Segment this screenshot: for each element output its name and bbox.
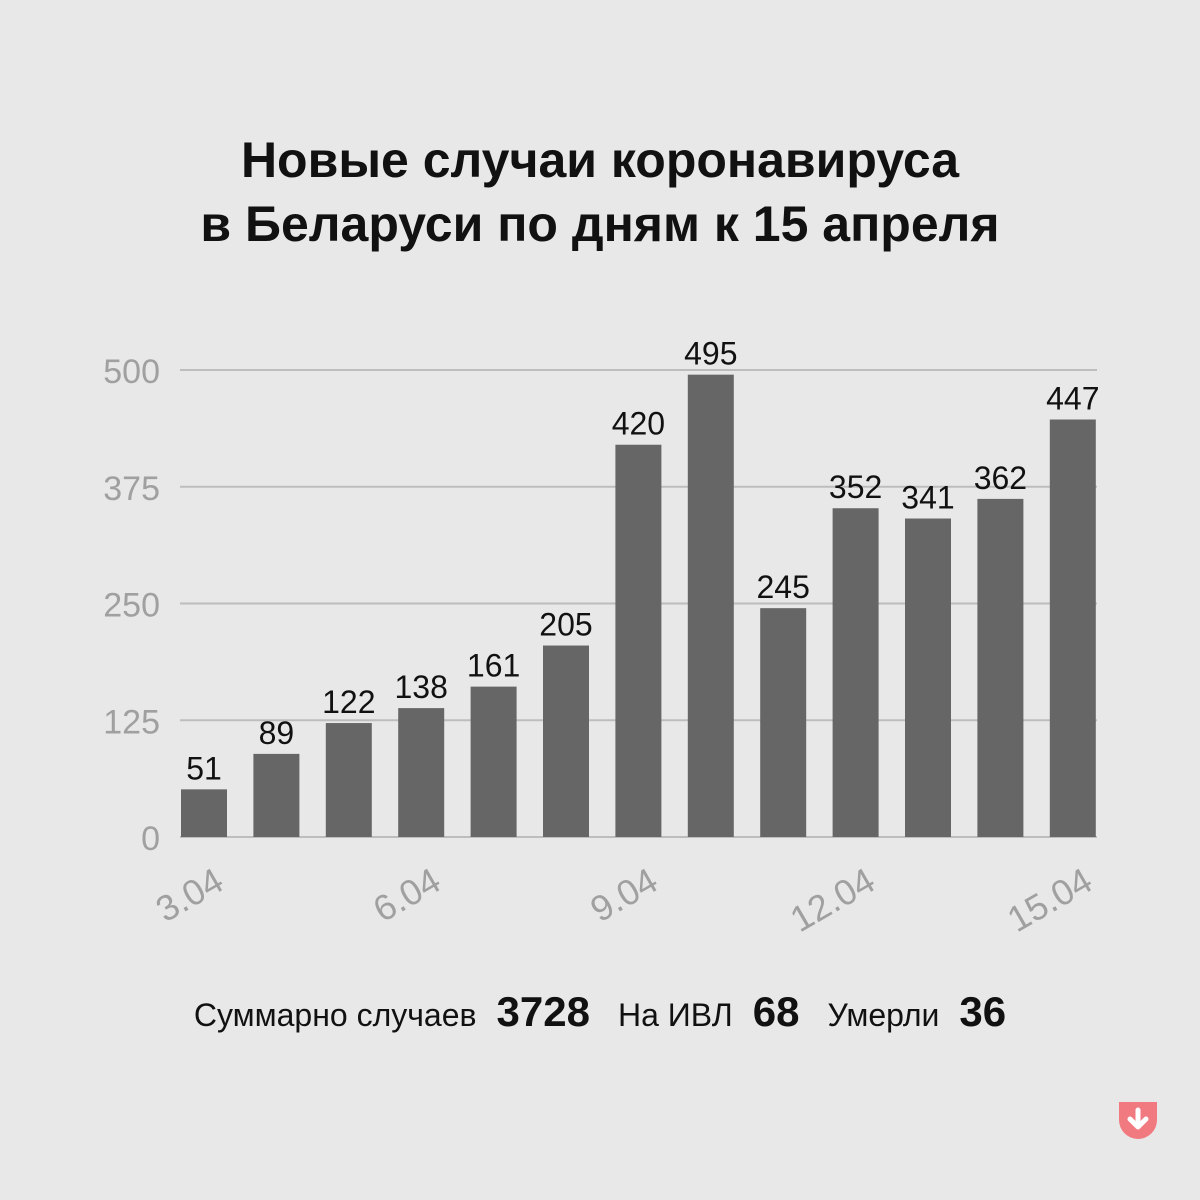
bar [760,608,807,837]
title-line-1: Новые случаи коронавируса [240,132,960,188]
y-tick-label: 500 [103,353,160,391]
ventilator-label: На ИВЛ [617,997,733,1033]
y-tick-label: 375 [103,470,160,508]
total-cases-label: Суммарно случаев [193,997,477,1033]
chart-title: Новые случаи коронавируса в Беларуси по … [0,128,1200,256]
bar [181,789,227,837]
bar [977,498,1024,837]
bar [832,508,879,837]
bar-value-label: 447 [1046,381,1099,417]
y-tick-label: 250 [103,587,160,625]
bar-value-label: 245 [757,569,810,605]
bar-value-label: 89 [259,715,295,751]
deaths-value: 36 [959,988,1007,1035]
bar-value-label: 352 [829,469,882,505]
y-tick-label: 0 [141,820,160,858]
bar [325,723,372,837]
bar [253,753,300,837]
bar [1049,419,1096,837]
down-arrow-icon [1119,1102,1157,1139]
bar [687,374,734,837]
bar-value-label: 420 [612,406,665,442]
x-tick-label: 6.04 [366,859,447,930]
bar [398,708,445,837]
bar-value-label: 161 [467,648,520,684]
bar-value-label: 341 [901,480,954,516]
bar-value-label: 495 [684,336,737,372]
bar-chart: 0 125 250 375 500 51 89 122 138 161 205 420 495 245 35… [103,336,1099,940]
bar-value-label: 138 [395,669,448,705]
bar [615,444,662,837]
bar [470,686,517,837]
bar [905,518,951,837]
bar [543,645,589,837]
summary-row: Суммарно случаев 3728 На ИВЛ 68 Умерли 3… [0,988,1200,1036]
ventilator-value: 68 [752,988,800,1035]
bar-value-label: 362 [974,460,1027,496]
x-tick-label: 12.04 [783,859,882,940]
total-cases-value: 3728 [496,988,590,1035]
title-line-2: в Беларуси по дням к 15 апреля [200,196,1000,252]
x-tick-label: 9.04 [583,859,664,930]
deaths-label: Умерли [827,997,940,1033]
bar-value-label: 51 [186,750,222,786]
x-tick-label: 3.04 [149,859,230,930]
x-tick-label: 15.04 [1000,859,1099,940]
bar-value-label: 205 [539,607,592,643]
y-tick-label: 125 [103,703,160,741]
bar-value-label: 122 [322,684,375,720]
